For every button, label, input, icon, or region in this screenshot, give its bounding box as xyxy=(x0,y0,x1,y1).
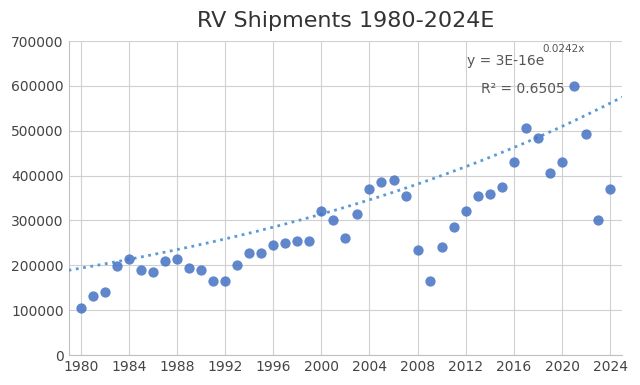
Point xyxy=(88,293,98,300)
Point xyxy=(208,278,218,284)
Point xyxy=(557,159,567,165)
Point xyxy=(292,238,302,244)
Point xyxy=(111,263,122,269)
Point xyxy=(304,238,314,244)
Point xyxy=(340,235,351,241)
Point xyxy=(220,278,230,284)
Point xyxy=(136,267,146,273)
Point xyxy=(449,224,459,230)
Point xyxy=(172,256,182,262)
Point xyxy=(484,191,495,197)
Point xyxy=(244,249,254,256)
Point xyxy=(424,278,435,284)
Point xyxy=(268,242,278,248)
Point xyxy=(124,256,134,262)
Point xyxy=(533,135,543,141)
Point xyxy=(509,159,519,165)
Point xyxy=(100,289,110,295)
Point xyxy=(364,186,374,192)
Point xyxy=(473,192,483,199)
Point xyxy=(545,170,555,176)
Text: R² = 0.6505: R² = 0.6505 xyxy=(481,82,564,96)
Point xyxy=(280,240,291,246)
Point xyxy=(412,246,422,253)
Point xyxy=(256,249,266,256)
Point xyxy=(436,244,447,250)
Point xyxy=(497,184,507,190)
Point xyxy=(352,211,362,217)
Point xyxy=(376,179,387,186)
Point xyxy=(184,264,194,271)
Point xyxy=(388,177,399,183)
Point xyxy=(232,262,242,268)
Point xyxy=(160,258,170,264)
Point xyxy=(148,269,158,275)
Point xyxy=(569,83,579,89)
Point xyxy=(401,192,411,199)
Point xyxy=(196,267,206,273)
Point xyxy=(581,131,591,137)
Point xyxy=(605,186,615,192)
Text: 0.0242x: 0.0242x xyxy=(542,44,584,54)
Point xyxy=(461,208,471,214)
Point xyxy=(316,208,326,214)
Point xyxy=(521,126,531,132)
Title: RV Shipments 1980-2024E: RV Shipments 1980-2024E xyxy=(196,11,494,31)
Point xyxy=(76,305,86,311)
Text: y = 3E-16e: y = 3E-16e xyxy=(467,54,545,67)
Point xyxy=(328,218,339,224)
Point xyxy=(593,218,604,224)
